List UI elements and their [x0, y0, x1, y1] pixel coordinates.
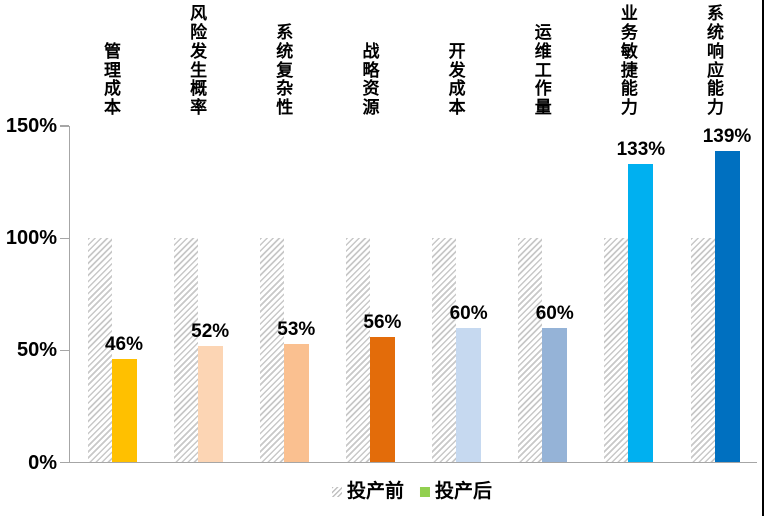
bar-post-production — [283, 343, 309, 463]
green-swatch-icon — [420, 486, 430, 497]
value-label: 133% — [616, 139, 666, 161]
value-label: 60% — [449, 302, 488, 324]
bar-pre-production — [173, 238, 198, 463]
y-axis-tick-label: 0% — [28, 451, 57, 474]
page-right-border — [761, 0, 764, 516]
hatched-swatch-icon — [331, 486, 342, 497]
category-label-text: 系统复杂性 — [276, 23, 294, 118]
y-axis-tick-label: 100% — [5, 227, 57, 250]
category-label: 业务敏捷能力 — [616, 0, 642, 118]
category-label: 管理成本 — [100, 0, 126, 118]
category-label: 系统响应能力 — [703, 0, 729, 118]
legend-item-post-production: 投产后 — [420, 481, 492, 502]
category-label-text: 系统响应能力 — [707, 4, 725, 118]
bar-post-production — [714, 150, 740, 463]
bar-pre-production — [87, 238, 112, 463]
y-axis-tick-label: 150% — [5, 115, 57, 138]
legend-label-post: 投产后 — [435, 481, 493, 502]
chart-legend: 投产前 投产后 — [331, 481, 492, 502]
y-axis-tick — [59, 349, 69, 351]
category-label-text: 风险发生概率 — [190, 4, 208, 118]
value-label: 46% — [104, 334, 144, 356]
y-axis-tick-label: 50% — [16, 339, 57, 362]
value-label: 53% — [277, 318, 316, 340]
bar-pre-production — [604, 238, 629, 463]
bar-pre-production — [432, 238, 457, 463]
category-label: 战略资源 — [358, 0, 384, 118]
bar-post-production — [628, 164, 654, 463]
category-label: 运维工作量 — [530, 0, 556, 118]
value-label: 56% — [363, 311, 402, 333]
bar-post-production — [111, 359, 137, 463]
y-axis-tick — [59, 461, 69, 464]
bar-pre-production — [259, 238, 284, 463]
bar-post-production — [369, 336, 395, 463]
category-label-text: 战略资源 — [362, 41, 380, 118]
category-label: 风险发生概率 — [186, 0, 212, 118]
y-axis-line — [68, 126, 70, 463]
category-label: 系统复杂性 — [272, 0, 298, 118]
y-axis-tick — [59, 237, 69, 239]
x-axis-baseline — [68, 461, 757, 464]
legend-label-pre: 投产前 — [346, 481, 404, 502]
value-label: 52% — [191, 320, 230, 342]
category-label: 开发成本 — [444, 0, 470, 118]
bar-pre-production — [518, 238, 543, 463]
bar-pre-production — [345, 238, 370, 463]
category-label-text: 开发成本 — [448, 41, 466, 118]
category-label-text: 运维工作量 — [534, 23, 552, 118]
bar-post-production — [456, 327, 482, 463]
y-axis-tick — [59, 125, 69, 127]
bar-pre-production — [690, 238, 715, 463]
category-label-text: 管理成本 — [104, 41, 121, 118]
legend-item-pre-production: 投产前 — [331, 481, 404, 502]
bar-post-production — [197, 345, 223, 463]
bar-post-production — [542, 327, 568, 463]
value-label: 139% — [702, 125, 752, 147]
category-label-text: 业务敏捷能力 — [620, 4, 638, 118]
value-label: 60% — [535, 302, 574, 324]
